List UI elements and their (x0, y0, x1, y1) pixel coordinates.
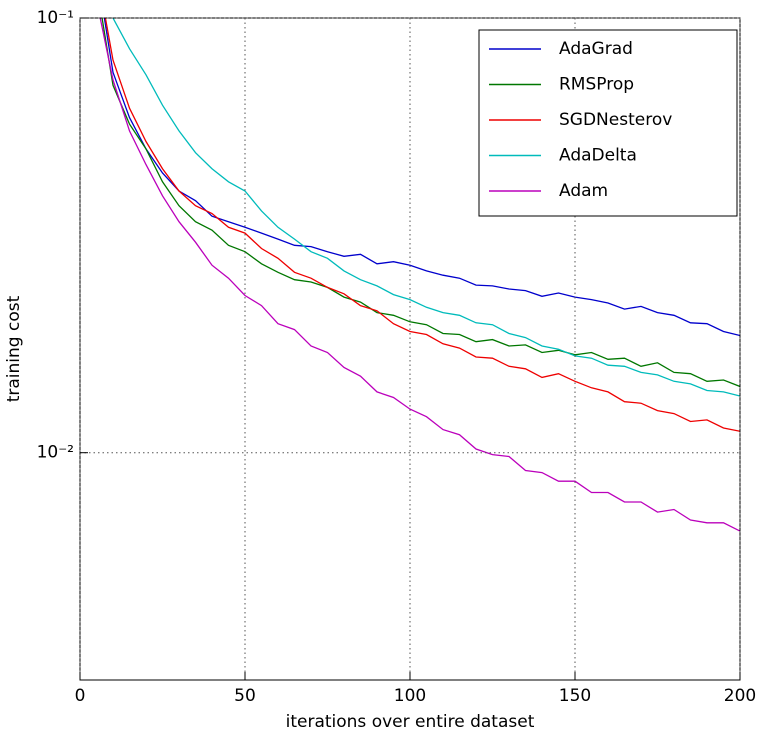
x-tick-label: 200 (724, 686, 756, 706)
legend-label: Adam (559, 181, 608, 201)
legend-label: RMSProp (559, 75, 634, 95)
series-line (103, 18, 740, 337)
y-axis-label: training cost (4, 295, 24, 402)
legend-box (478, 29, 738, 217)
series-line (99, 18, 740, 532)
series-line (112, 18, 740, 397)
legend: AdaGrad RMSProp SGDNesterov AdaDelta Adam (478, 29, 738, 217)
x-tick-label: 50 (234, 686, 256, 706)
y-tick-label: 10⁻¹ (37, 8, 74, 28)
x-tick-label: 150 (559, 686, 591, 706)
series-line (104, 18, 740, 432)
plot-area (99, 18, 740, 532)
legend-label: SGDNesterov (559, 110, 672, 130)
x-tick-label: 0 (75, 686, 86, 706)
legend-label: AdaGrad (559, 39, 633, 59)
legend-label: AdaDelta (559, 146, 637, 166)
x-tick-label: 100 (394, 686, 426, 706)
x-axis-label: iterations over entire dataset (286, 712, 535, 732)
y-tick-label: 10⁻² (37, 443, 74, 463)
series-line (101, 18, 740, 388)
